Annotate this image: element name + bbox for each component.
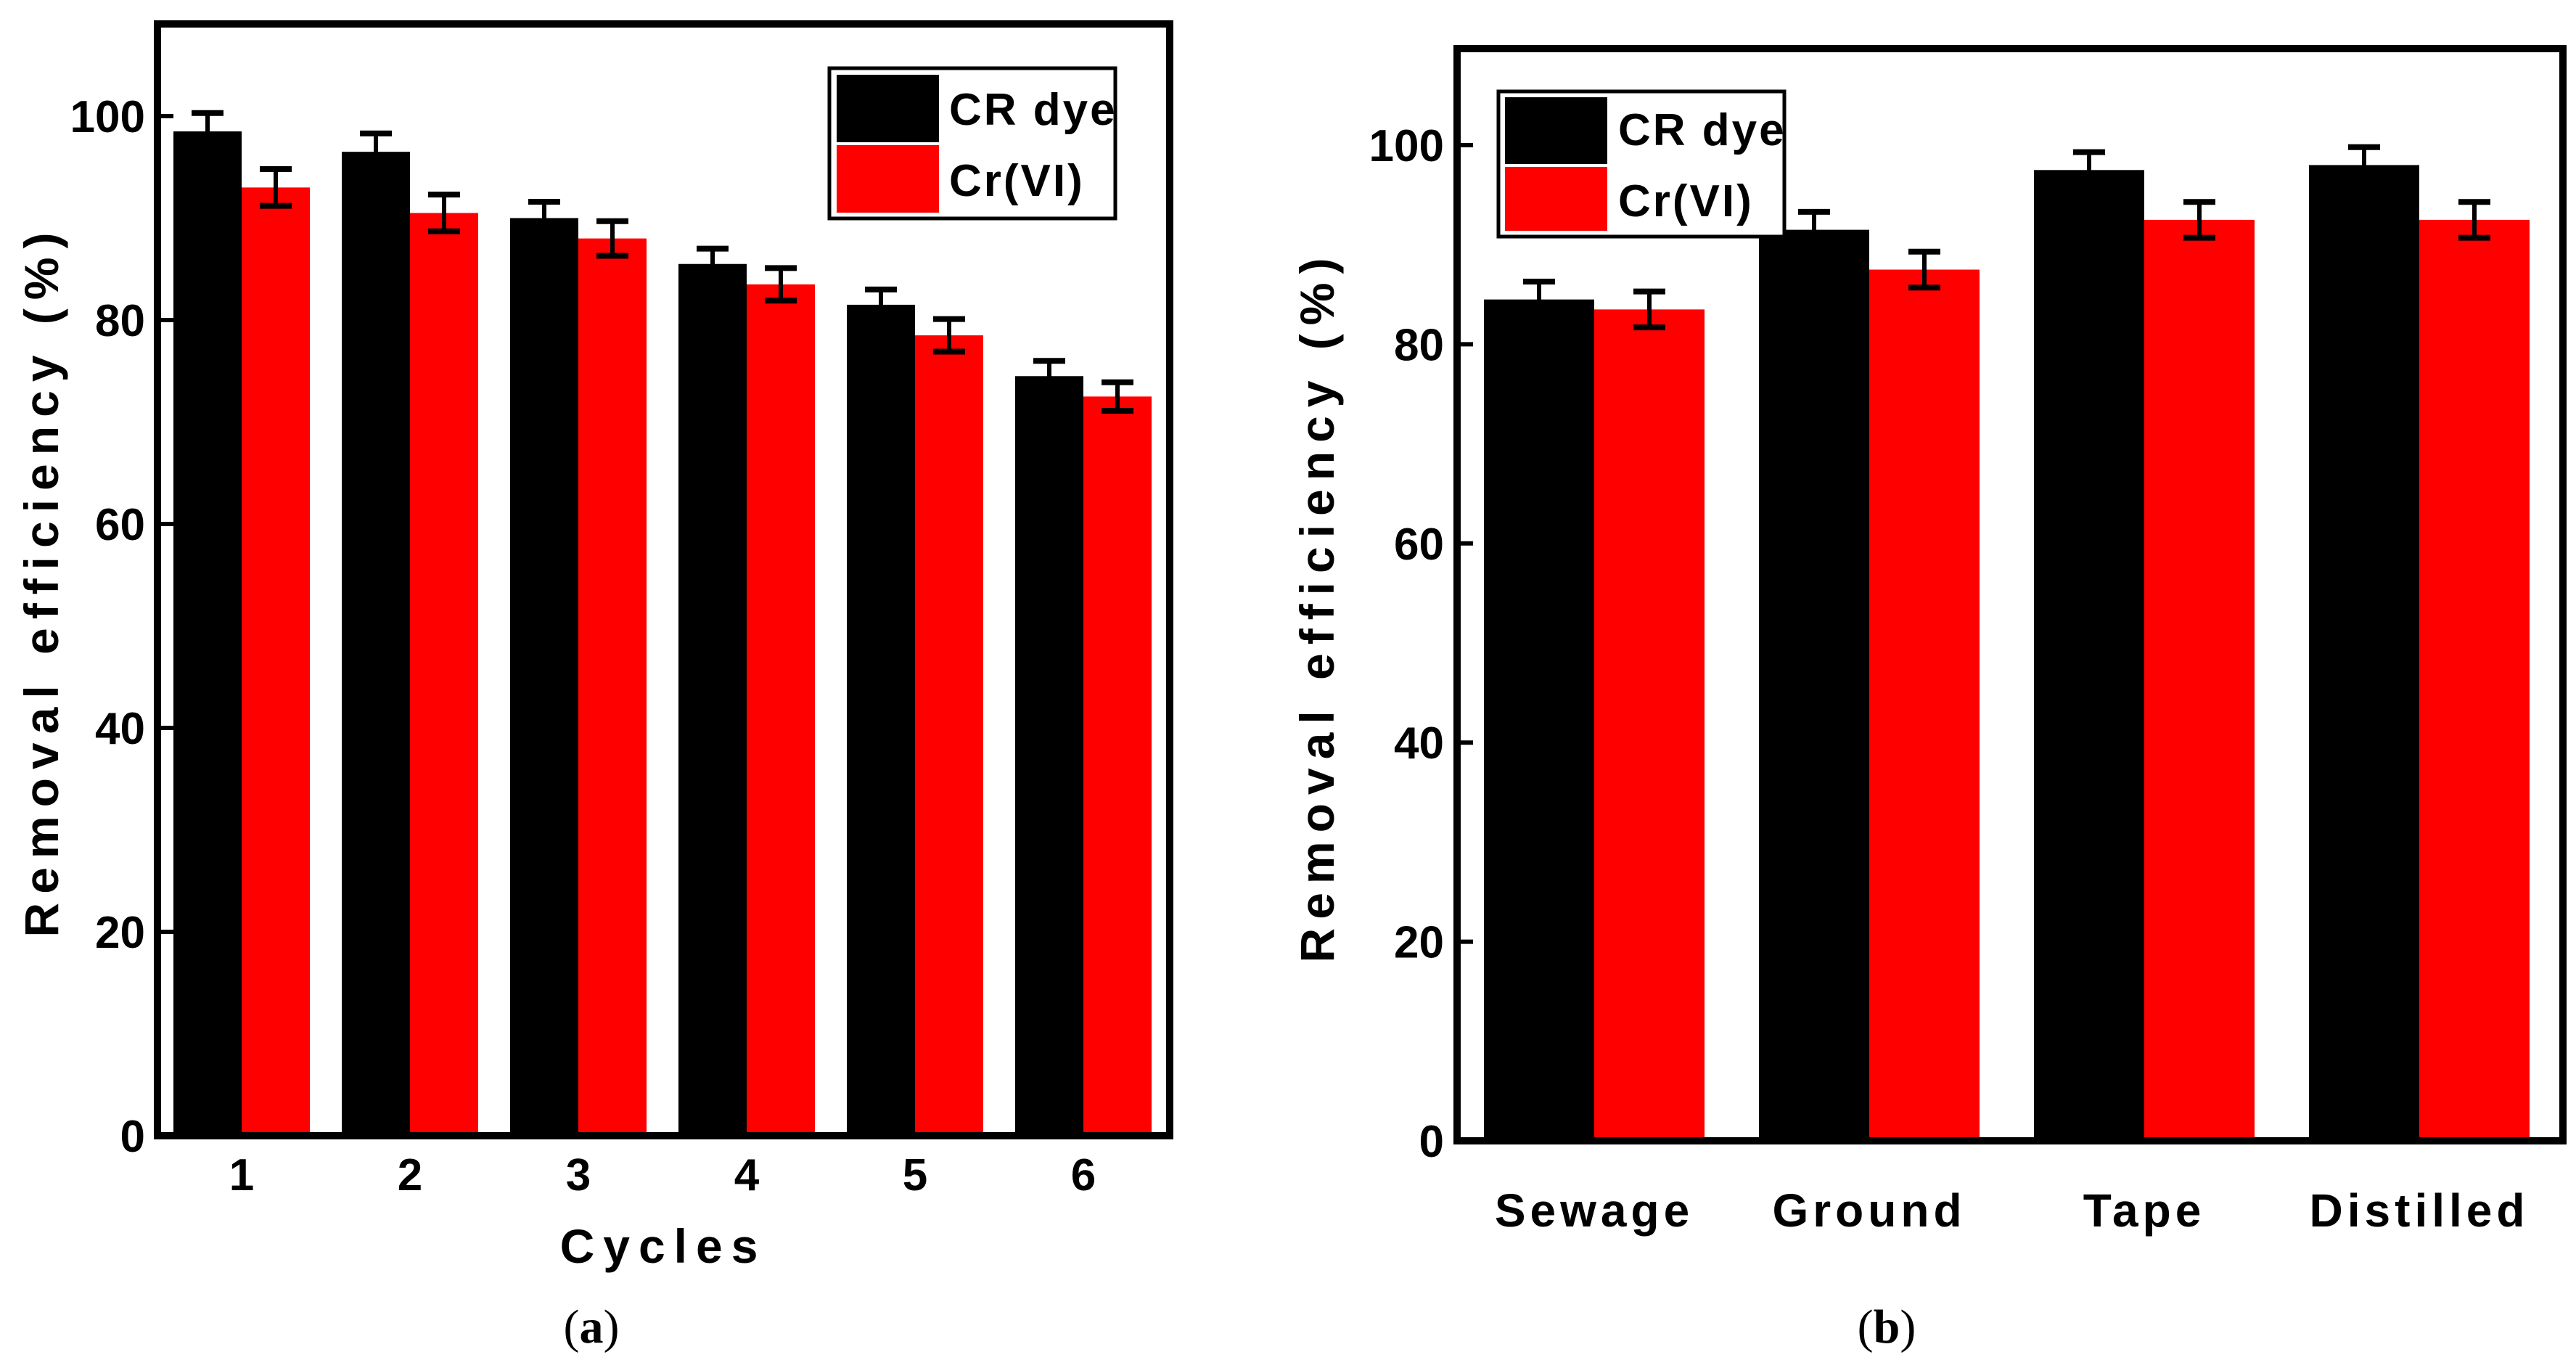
panel-b-legend-label-cr-dye: CR dye <box>1618 105 1787 155</box>
panel-a-legend-swatch-cr-vi <box>837 145 939 213</box>
panel-a-legend-label-cr-vi: Cr(VI) <box>949 156 1085 206</box>
panel-b-legend: CR dye Cr(VI) <box>1496 89 1787 239</box>
panel-b-x-tick-label: Ground <box>1772 1184 1966 1237</box>
panel-b-errorbar-cr-vi-4 <box>2458 199 2490 241</box>
panel-a-y-ticks: 0 20 40 60 80 100 <box>70 92 173 1162</box>
panel-a-x-tick-label: 5 <box>903 1150 927 1200</box>
panel-a-legend-label-cr-dye: CR dye <box>949 85 1117 135</box>
panel-b-bar-cr-dye-4 <box>2309 165 2419 1142</box>
panel-b-x-ticks: Sewage Ground Tape Distilled <box>1495 1184 2530 1237</box>
panel-b-y-tick-label: 100 <box>1369 121 1444 171</box>
panel-b-y-tick-label: 20 <box>1394 918 1444 968</box>
panel-b-bar-cr-dye-1 <box>1484 299 1594 1141</box>
panel-a-errorbar-cr-vi-2 <box>428 192 460 234</box>
panel-a: 0 20 40 60 80 100 1 2 3 4 5 6 Cycles Removal effic… <box>15 20 1173 1353</box>
panel-b-bar-cr-vi-1 <box>1594 309 1705 1141</box>
panel-a-errorbar-cr-dye-6 <box>1033 358 1065 395</box>
panel-b-y-tick-label: 40 <box>1394 718 1444 769</box>
panel-b-x-tick-label: Tape <box>2083 1184 2206 1237</box>
panel-a-y-tick-label: 100 <box>70 92 145 142</box>
panel-b-y-axis-title: Removal efficiency (%) <box>1290 250 1344 963</box>
panel-b-y-tick-label: 60 <box>1394 520 1444 570</box>
panel-a-y-tick-label: 0 <box>120 1112 145 1162</box>
panel-a-bar-cr-vi-2 <box>410 213 478 1136</box>
panel-a-bars <box>173 131 1152 1136</box>
panel-b-bar-cr-vi-3 <box>2144 219 2255 1141</box>
panel-b-bar-cr-dye-2 <box>1759 229 1869 1141</box>
panel-a-legend: CR dye Cr(VI) <box>827 66 1117 221</box>
panel-a-errorbars <box>192 110 1133 414</box>
panel-b-bars <box>1484 165 2530 1142</box>
panel-a-bar-cr-dye-2 <box>342 152 410 1136</box>
panel-a-bar-cr-dye-6 <box>1015 376 1083 1136</box>
panel-a-caption: (a) <box>564 1301 620 1353</box>
panel-a-y-axis-title: Removal efficiency (%) <box>15 224 68 938</box>
panel-a-errorbar-cr-vi-5 <box>933 316 965 355</box>
panel-a-errorbar-cr-dye-3 <box>528 199 560 237</box>
panel-a-x-tick-label: 4 <box>734 1150 760 1200</box>
panel-b-x-tick-label: Sewage <box>1495 1184 1694 1237</box>
panel-a-x-ticks: 1 2 3 4 5 6 <box>229 1150 1096 1200</box>
panel-a-y-tick-label: 20 <box>95 908 145 958</box>
panel-a-errorbar-cr-dye-5 <box>865 286 897 323</box>
panel-a-errorbar-cr-vi-6 <box>1102 379 1133 414</box>
panel-a-y-tick-label: 80 <box>95 296 145 346</box>
panel-a-legend-swatch-cr-dye <box>837 75 939 142</box>
panel-b-legend-label-cr-vi: Cr(VI) <box>1618 176 1754 226</box>
panel-a-plot-frame <box>154 20 1173 1139</box>
panel-a-bar-cr-vi-5 <box>915 335 983 1136</box>
panel-b-errorbar-cr-dye-1 <box>1523 278 1555 321</box>
panel-b-y-ticks: 0 20 40 60 80 100 <box>1369 121 1473 1167</box>
panel-a-bar-cr-vi-6 <box>1083 396 1152 1136</box>
panel-a-errorbar-cr-dye-4 <box>697 245 729 282</box>
panel-a-bar-cr-vi-3 <box>578 238 647 1136</box>
panel-a-errorbar-cr-dye-2 <box>360 130 392 173</box>
panel-b-legend-swatch-cr-dye <box>1505 97 1607 164</box>
panel-b-errorbar-cr-vi-3 <box>2183 199 2215 241</box>
panel-a-errorbar-cr-vi-1 <box>260 166 292 209</box>
panel-a-y-tick-label: 40 <box>95 704 145 754</box>
panel-a-y-tick-label: 60 <box>95 500 145 550</box>
panel-a-x-tick-label: 1 <box>229 1150 254 1200</box>
panel-a-errorbar-cr-vi-4 <box>765 265 797 304</box>
panel-b-bar-cr-dye-3 <box>2034 170 2144 1141</box>
panel-b-errorbar-cr-vi-2 <box>1908 248 1940 291</box>
panel-b-caption: (b) <box>1858 1301 1916 1353</box>
panel-b-errorbar-cr-dye-2 <box>1798 208 1830 251</box>
panel-b-errorbars <box>1523 144 2490 331</box>
panel-b-bar-cr-vi-2 <box>1869 269 1980 1141</box>
panel-b-errorbar-cr-dye-4 <box>2348 144 2380 187</box>
panel-a-x-axis-title: Cycles <box>560 1219 767 1273</box>
panel-b-plot-frame <box>1453 45 2567 1144</box>
panel-a-x-tick-label: 2 <box>398 1150 422 1200</box>
panel-b-y-tick-label: 80 <box>1394 320 1444 370</box>
panel-a-bar-cr-dye-4 <box>678 263 747 1136</box>
panel-b-y-tick-label: 0 <box>1419 1117 1444 1167</box>
panel-a-bar-cr-dye-1 <box>173 131 242 1136</box>
panel-b-legend-swatch-cr-vi <box>1505 167 1607 231</box>
panel-a-bar-cr-vi-4 <box>747 284 815 1136</box>
panel-b: 0 20 40 60 80 100 Sewage Ground Tape Distilled R… <box>1290 45 2567 1353</box>
panel-a-bar-cr-dye-3 <box>510 218 578 1136</box>
panel-a-errorbar-cr-vi-3 <box>596 218 628 259</box>
panel-a-x-tick-label: 6 <box>1071 1150 1096 1200</box>
panel-b-errorbar-cr-dye-3 <box>2073 149 2105 191</box>
panel-b-x-tick-label: Distilled <box>2310 1184 2530 1237</box>
panel-a-bar-cr-dye-5 <box>847 304 915 1136</box>
panel-a-errorbar-cr-dye-1 <box>192 110 223 153</box>
panel-b-bar-cr-vi-4 <box>2419 219 2530 1141</box>
panel-b-errorbar-cr-vi-1 <box>1633 288 1665 331</box>
panel-a-bar-cr-vi-1 <box>242 187 310 1136</box>
panel-a-x-tick-label: 3 <box>566 1150 591 1200</box>
